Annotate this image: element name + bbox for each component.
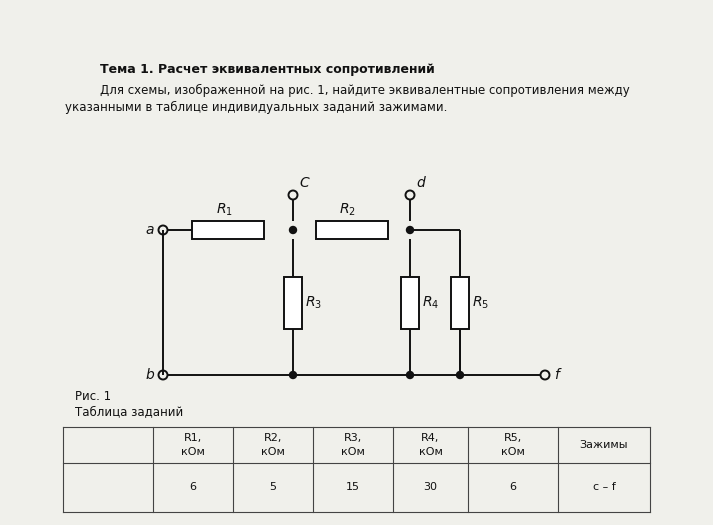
Text: a: a (145, 223, 154, 237)
Text: Зажимы: Зажимы (580, 440, 628, 450)
Text: 6: 6 (190, 482, 197, 492)
Text: 30: 30 (424, 482, 438, 492)
Text: 6: 6 (510, 482, 516, 492)
Circle shape (406, 226, 414, 234)
Bar (451, 277, 469, 329)
Text: указанными в таблице индивидуальных заданий зажимами.: указанными в таблице индивидуальных зада… (65, 100, 447, 113)
Text: C: C (299, 176, 309, 190)
Text: R3,
кОм: R3, кОм (341, 433, 365, 457)
Text: $R_2$: $R_2$ (339, 202, 356, 218)
Bar (284, 277, 302, 329)
Text: Тема 1. Расчет эквивалентных сопротивлений: Тема 1. Расчет эквивалентных сопротивлен… (100, 64, 435, 77)
Text: $R_1$: $R_1$ (215, 202, 232, 218)
Circle shape (406, 372, 414, 379)
Text: R1,
кОм: R1, кОм (181, 433, 205, 457)
Text: c – f: c – f (593, 482, 615, 492)
Text: b: b (145, 368, 154, 382)
Text: R4,
кОм: R4, кОм (419, 433, 443, 457)
Text: $R_5$: $R_5$ (472, 295, 489, 311)
Text: Рис. 1: Рис. 1 (75, 391, 111, 404)
Bar (192, 221, 264, 239)
Text: 5: 5 (270, 482, 277, 492)
Text: 15: 15 (346, 482, 360, 492)
Text: Таблица заданий: Таблица заданий (75, 405, 183, 418)
Circle shape (289, 372, 297, 379)
Text: R2,
кОм: R2, кОм (261, 433, 285, 457)
Text: $R_4$: $R_4$ (422, 295, 439, 311)
Text: R5,
кОм: R5, кОм (501, 433, 525, 457)
Text: d: d (416, 176, 425, 190)
Circle shape (289, 226, 297, 234)
Text: f: f (554, 368, 559, 382)
Bar (315, 221, 387, 239)
Text: $R_3$: $R_3$ (305, 295, 322, 311)
Bar (401, 277, 419, 329)
Circle shape (456, 372, 463, 379)
Text: Для схемы, изображенной на рис. 1, найдите эквивалентные сопротивления между: Для схемы, изображенной на рис. 1, найди… (100, 83, 630, 97)
